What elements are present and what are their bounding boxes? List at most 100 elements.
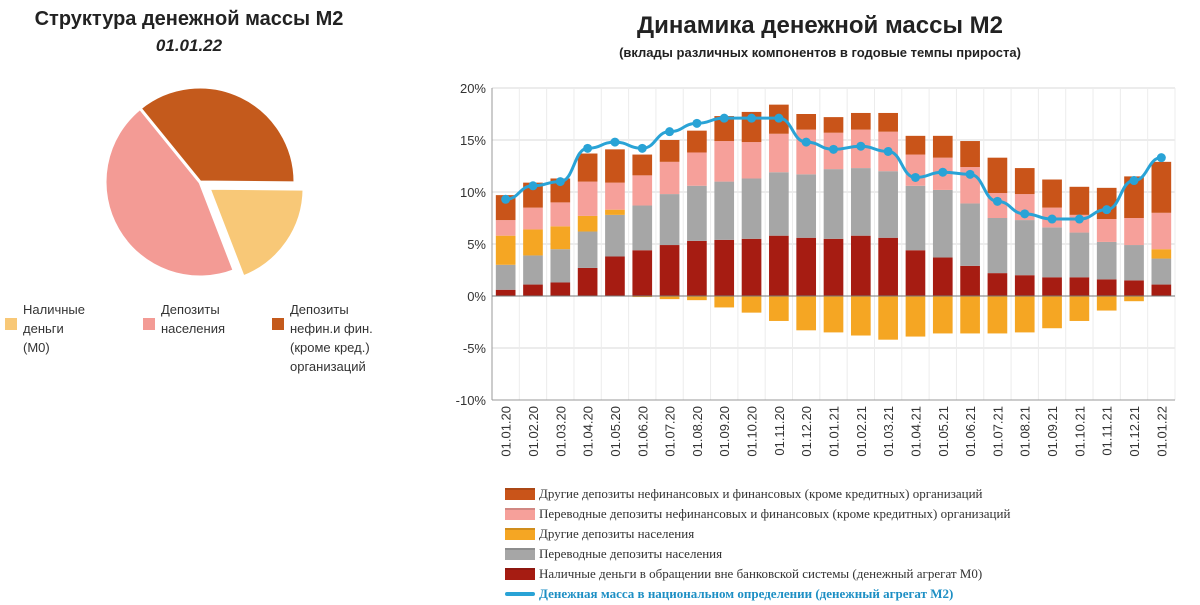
bar-segment: [741, 238, 762, 296]
bar-segment: [1069, 296, 1090, 321]
bar-segment: [687, 296, 707, 301]
bar-segment: [687, 130, 707, 153]
legend-label: Другие депозиты нефинансовых и финансовы…: [539, 485, 983, 501]
bar-segment: [960, 296, 980, 334]
y-tick-label: -5%: [463, 341, 487, 356]
pie-slice: [137, 85, 297, 185]
bar-segment: [960, 203, 980, 266]
bar-segment: [741, 296, 762, 313]
bar-segment: [878, 296, 898, 340]
x-axis-ticks: 01.01.20 01.02.20 01.03.20 01.04.20 01.05.20…: [499, 406, 1170, 457]
bar-segment: [1014, 220, 1035, 276]
x-tick-label: 01.02.21: [854, 406, 869, 457]
x-tick-label: 01.02.20: [526, 406, 541, 457]
bar-segment: [523, 284, 543, 296]
pie-legend-label-line: (М0): [23, 340, 50, 355]
bar-segment: [905, 250, 926, 296]
m2-line-point: [856, 141, 866, 151]
bar-segment: [659, 161, 680, 195]
x-tick-label: 01.07.20: [663, 406, 678, 457]
m2-line-point: [747, 113, 757, 123]
bar-segment: [987, 273, 1008, 296]
bar-segment: [523, 229, 543, 256]
bar-segment: [1014, 296, 1035, 333]
bar-segment: [1096, 219, 1117, 242]
bar-segment: [495, 195, 516, 221]
m2-line-point: [583, 143, 593, 153]
y-tick-label: 15%: [460, 133, 486, 148]
bar-segment: [1151, 161, 1172, 213]
legend-label: Наличные деньги в обращении вне банковск…: [539, 565, 983, 581]
bar-segment: [796, 174, 817, 238]
bar-segment: [823, 296, 844, 333]
bar-segment: [659, 296, 680, 300]
bar-segment: [605, 149, 625, 183]
pie-legend-swatch: [5, 318, 17, 330]
bar-segment: [1069, 277, 1090, 296]
bar-segment: [577, 215, 598, 232]
bar-segment: [605, 214, 625, 257]
bar-segment: [577, 181, 598, 216]
legend-label: Денежная масса в национальном определени…: [539, 585, 954, 601]
m2-line-point: [610, 137, 620, 147]
pie-legend-label: Наличные деньги (М0): [23, 300, 85, 357]
legend-label: Другие депозиты населения: [539, 525, 695, 541]
bar-segment: [605, 182, 625, 210]
y-tick-label: -10%: [456, 393, 487, 408]
bar-segment: [605, 209, 625, 215]
bar-segment: [769, 235, 789, 296]
bar-segment: [1151, 258, 1172, 285]
pie-legend-label-line: организаций: [290, 359, 366, 374]
bar-legend-item: Переводные депозиты населения: [505, 544, 722, 563]
pie-legend-swatch: [143, 318, 155, 330]
bar-segment: [632, 205, 653, 251]
bar-segment: [905, 135, 926, 155]
bar-segment: [659, 245, 680, 296]
x-tick-label: 01.11.20: [772, 406, 787, 456]
m2-line-point: [1102, 205, 1112, 215]
bar-segment: [905, 185, 926, 251]
bar-chart: -10%-5%0%5%10%15%20%01.01.20 01.02.20 01.0…: [456, 81, 1176, 457]
legend-line-swatch: [505, 591, 535, 596]
bar-segment: [741, 178, 762, 239]
bar-segment: [659, 140, 680, 162]
bar-segment: [1042, 227, 1062, 278]
bar-segment: [823, 117, 844, 133]
bar-segment: [741, 142, 762, 179]
x-tick-label: 01.11.21: [1100, 406, 1115, 456]
x-tick-label: 01.09.21: [1045, 406, 1060, 457]
pie-legend-label-line: нефин.и фин.: [290, 321, 373, 336]
x-tick-label: 01.01.20: [499, 406, 514, 457]
x-tick-label: 01.09.20: [717, 406, 732, 457]
bar-segment: [687, 185, 707, 241]
m2-line-point: [801, 137, 811, 147]
bar-segment: [987, 296, 1008, 334]
legend-swatch: [505, 547, 535, 560]
m2-line-point: [774, 113, 784, 123]
m2-line-point: [719, 113, 729, 123]
bar-segment: [1096, 187, 1117, 220]
pie-legend-swatch: [272, 318, 284, 330]
bar-segment: [1096, 241, 1117, 280]
m2-line-point: [965, 169, 975, 179]
m2-line-point: [1156, 153, 1166, 163]
bar-segment: [550, 282, 571, 296]
bar-segment: [687, 240, 707, 296]
pie-legend-label-line: (кроме кред.): [290, 340, 370, 355]
m2-line-point: [555, 177, 565, 187]
bars: [495, 104, 1172, 340]
y-tick-label: 5%: [467, 237, 486, 252]
pie-legend-label-line: деньги: [23, 321, 64, 336]
bar-segment: [796, 129, 817, 175]
y-axis-ticks: -10% -5% 0% 5% 10% 15% 20%: [456, 81, 487, 408]
bar-segment: [932, 296, 953, 334]
bar-segment: [687, 152, 707, 186]
m2-line-point: [883, 146, 893, 156]
x-tick-label: 01.05.20: [608, 406, 623, 457]
bar-segment: [714, 141, 735, 182]
bar-segment: [1096, 279, 1117, 296]
bar-segment: [605, 256, 625, 296]
x-tick-label: 01.05.21: [936, 406, 951, 457]
bar-segment: [659, 194, 680, 246]
bar-segment: [1042, 277, 1062, 296]
